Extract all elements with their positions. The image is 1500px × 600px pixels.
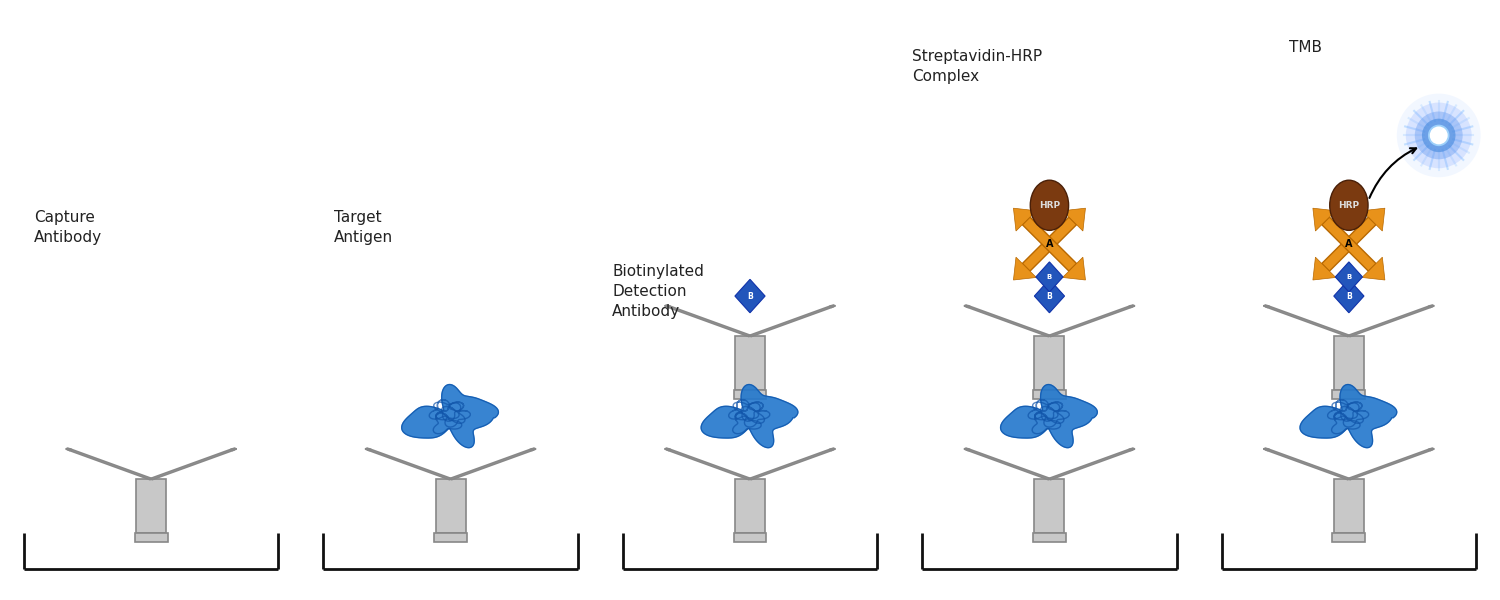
Polygon shape bbox=[1048, 449, 1132, 479]
Polygon shape bbox=[1322, 217, 1376, 271]
Text: Target
Antigen: Target Antigen bbox=[334, 211, 393, 245]
Polygon shape bbox=[1035, 336, 1065, 390]
Polygon shape bbox=[735, 479, 765, 533]
Polygon shape bbox=[1322, 217, 1376, 271]
Polygon shape bbox=[700, 385, 798, 448]
Ellipse shape bbox=[1329, 180, 1368, 230]
Text: B: B bbox=[1346, 292, 1352, 301]
Text: B: B bbox=[747, 292, 753, 301]
Polygon shape bbox=[1034, 390, 1066, 399]
Polygon shape bbox=[1023, 217, 1077, 271]
Polygon shape bbox=[1035, 280, 1065, 313]
Polygon shape bbox=[1334, 479, 1364, 533]
Polygon shape bbox=[433, 533, 466, 542]
Polygon shape bbox=[1362, 208, 1384, 231]
Text: B: B bbox=[1047, 292, 1053, 301]
Text: Streptavidin-HRP
Complex: Streptavidin-HRP Complex bbox=[912, 49, 1042, 84]
Polygon shape bbox=[666, 449, 752, 479]
Polygon shape bbox=[1332, 533, 1365, 542]
Ellipse shape bbox=[1406, 103, 1472, 168]
Ellipse shape bbox=[1396, 94, 1480, 177]
Polygon shape bbox=[402, 385, 498, 448]
Polygon shape bbox=[368, 449, 452, 479]
Text: Capture
Antibody: Capture Antibody bbox=[34, 211, 102, 245]
Polygon shape bbox=[1048, 306, 1132, 337]
Polygon shape bbox=[1312, 257, 1336, 280]
Polygon shape bbox=[364, 448, 372, 451]
Text: B: B bbox=[1347, 274, 1352, 280]
Text: A: A bbox=[1046, 239, 1053, 249]
Ellipse shape bbox=[1428, 125, 1449, 146]
Polygon shape bbox=[1266, 306, 1350, 337]
Polygon shape bbox=[1266, 449, 1350, 479]
Polygon shape bbox=[1128, 448, 1136, 451]
Polygon shape bbox=[748, 449, 834, 479]
Polygon shape bbox=[735, 280, 765, 313]
Ellipse shape bbox=[1430, 127, 1448, 145]
Text: TMB: TMB bbox=[1288, 40, 1322, 55]
Polygon shape bbox=[1334, 336, 1364, 390]
Polygon shape bbox=[1362, 257, 1384, 280]
Polygon shape bbox=[1428, 448, 1434, 451]
Polygon shape bbox=[435, 479, 465, 533]
Polygon shape bbox=[734, 533, 766, 542]
Polygon shape bbox=[734, 390, 766, 399]
Polygon shape bbox=[664, 448, 670, 451]
Polygon shape bbox=[664, 305, 670, 307]
Polygon shape bbox=[830, 448, 836, 451]
Polygon shape bbox=[66, 448, 72, 451]
Text: Biotinylated
Detection
Antibody: Biotinylated Detection Antibody bbox=[612, 264, 704, 319]
Polygon shape bbox=[1263, 448, 1269, 451]
Polygon shape bbox=[1347, 449, 1432, 479]
Polygon shape bbox=[735, 336, 765, 390]
Polygon shape bbox=[530, 448, 536, 451]
Polygon shape bbox=[68, 449, 153, 479]
Polygon shape bbox=[450, 449, 534, 479]
Polygon shape bbox=[1062, 208, 1086, 231]
Polygon shape bbox=[1347, 306, 1432, 337]
Polygon shape bbox=[1300, 385, 1396, 448]
Polygon shape bbox=[1335, 262, 1362, 292]
Text: HRP: HRP bbox=[1040, 201, 1060, 210]
Polygon shape bbox=[135, 533, 168, 542]
Polygon shape bbox=[1035, 479, 1065, 533]
Polygon shape bbox=[1014, 257, 1036, 280]
Polygon shape bbox=[748, 306, 834, 337]
Polygon shape bbox=[966, 449, 1050, 479]
Polygon shape bbox=[1128, 305, 1136, 307]
Polygon shape bbox=[964, 305, 970, 307]
Polygon shape bbox=[1263, 305, 1269, 307]
Text: A: A bbox=[1346, 239, 1353, 249]
Polygon shape bbox=[1334, 280, 1364, 313]
Polygon shape bbox=[1000, 385, 1098, 448]
Polygon shape bbox=[150, 449, 234, 479]
Polygon shape bbox=[966, 306, 1050, 337]
Text: HRP: HRP bbox=[1338, 201, 1359, 210]
Ellipse shape bbox=[1414, 112, 1462, 159]
Polygon shape bbox=[1023, 217, 1077, 271]
Polygon shape bbox=[964, 448, 970, 451]
Ellipse shape bbox=[1030, 180, 1068, 230]
Text: B: B bbox=[1047, 274, 1052, 280]
Polygon shape bbox=[1014, 208, 1036, 231]
Polygon shape bbox=[231, 448, 237, 451]
Polygon shape bbox=[1062, 257, 1086, 280]
Polygon shape bbox=[1034, 533, 1066, 542]
Polygon shape bbox=[666, 306, 752, 337]
Polygon shape bbox=[1332, 390, 1365, 399]
Polygon shape bbox=[1036, 262, 1064, 292]
Polygon shape bbox=[1312, 208, 1336, 231]
Polygon shape bbox=[830, 305, 836, 307]
Ellipse shape bbox=[1422, 119, 1455, 152]
Polygon shape bbox=[136, 479, 166, 533]
Polygon shape bbox=[1428, 305, 1434, 307]
